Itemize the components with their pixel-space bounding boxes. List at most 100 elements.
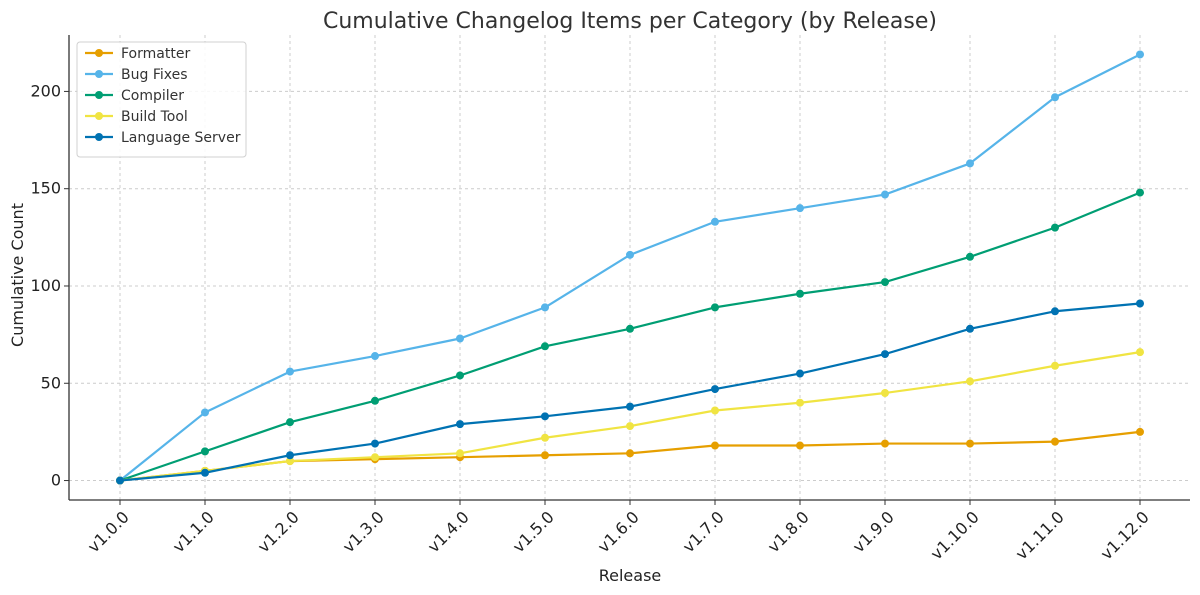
data-point-language-server: [626, 402, 634, 411]
data-point-compiler: [796, 289, 804, 298]
y-tick-label: 100: [30, 276, 61, 295]
data-point-formatter: [1136, 427, 1144, 436]
grid: [69, 35, 1190, 500]
data-point-build-tool: [711, 406, 719, 415]
legend-label: Language Server: [121, 130, 241, 146]
data-point-build-tool: [1136, 348, 1144, 357]
legend-label: Formatter: [121, 46, 190, 62]
data-point-compiler: [201, 447, 209, 456]
data-point-bug-fixes: [201, 408, 209, 417]
data-point-compiler: [966, 252, 974, 261]
data-point-bug-fixes: [456, 334, 464, 343]
data-point-compiler: [286, 418, 294, 427]
data-point-formatter: [966, 439, 974, 448]
data-point-language-server: [541, 412, 549, 421]
legend-swatch-marker: [95, 49, 103, 57]
x-tick-label: v1.12.0: [1097, 507, 1153, 563]
data-point-language-server: [1051, 307, 1059, 316]
data-point-language-server: [796, 369, 804, 378]
data-point-language-server: [286, 451, 294, 460]
data-point-build-tool: [966, 377, 974, 386]
y-tick-label: 200: [30, 81, 61, 100]
data-point-language-server: [201, 468, 209, 477]
data-point-build-tool: [881, 388, 889, 397]
data-point-bug-fixes: [1136, 50, 1144, 59]
legend-item-bug-fixes: Bug Fixes: [85, 67, 188, 83]
x-tick-label: v1.3.0: [339, 507, 388, 556]
legend-swatch-marker: [95, 112, 103, 120]
data-point-formatter: [541, 451, 549, 460]
data-point-compiler: [371, 396, 379, 405]
x-tick-label: v1.0.0: [84, 507, 133, 556]
data-point-build-tool: [626, 422, 634, 431]
data-point-formatter: [626, 449, 634, 458]
data-point-language-server: [371, 439, 379, 448]
data-point-formatter: [1051, 437, 1059, 446]
y-tick-label: 0: [51, 471, 61, 490]
data-point-compiler: [881, 278, 889, 287]
data-point-build-tool: [541, 433, 549, 442]
legend-box: [76, 41, 247, 158]
data-point-bug-fixes: [966, 159, 974, 168]
data-point-build-tool: [456, 449, 464, 458]
data-point-build-tool: [371, 453, 379, 462]
legend: Formatter Bug Fixes Compiler Build Tool Lang…: [76, 41, 247, 158]
series-build-tool: [116, 348, 1144, 485]
data-point-language-server: [456, 420, 464, 429]
data-point-compiler: [1136, 188, 1144, 197]
series-bug-fixes: [116, 50, 1144, 485]
data-point-bug-fixes: [711, 217, 719, 226]
data-point-compiler: [541, 342, 549, 351]
data-point-compiler: [626, 324, 634, 333]
x-tick-label: v1.5.0: [509, 507, 558, 556]
legend-item-build-tool: Build Tool: [85, 109, 188, 125]
series-layer: [116, 50, 1144, 485]
x-axis-label: Release: [599, 566, 662, 585]
data-point-formatter: [711, 441, 719, 450]
legend-label: Build Tool: [121, 109, 188, 125]
series-language-server: [116, 299, 1144, 485]
x-tick-label: v1.4.0: [424, 507, 473, 556]
data-point-language-server: [1136, 299, 1144, 308]
legend-item-language-server: Language Server: [85, 130, 241, 146]
x-tick-label: v1.11.0: [1012, 507, 1068, 563]
legend-item-compiler: Compiler: [85, 88, 184, 104]
x-tick-label: v1.10.0: [927, 507, 983, 563]
x-tick-label: v1.7.0: [679, 507, 728, 556]
data-point-language-server: [711, 385, 719, 394]
data-point-bug-fixes: [626, 250, 634, 259]
legend-item-formatter: Formatter: [85, 46, 190, 62]
data-point-formatter: [796, 441, 804, 450]
legend-swatch-marker: [95, 70, 103, 78]
x-tick-label: v1.1.0: [169, 507, 218, 556]
y-tick-label: 50: [41, 373, 61, 392]
y-tick-label: 150: [30, 179, 61, 198]
data-point-bug-fixes: [1051, 93, 1059, 102]
legend-label: Compiler: [121, 88, 184, 104]
data-point-formatter: [881, 439, 889, 448]
x-tick-label: v1.6.0: [594, 507, 643, 556]
data-point-language-server: [116, 476, 124, 485]
legend-swatch-marker: [95, 91, 103, 99]
series-formatter: [116, 427, 1144, 485]
data-point-bug-fixes: [371, 352, 379, 361]
data-point-build-tool: [1051, 361, 1059, 370]
y-axis-label: Cumulative Count: [8, 203, 27, 347]
data-point-compiler: [456, 371, 464, 380]
data-point-build-tool: [286, 457, 294, 466]
chart-title: Cumulative Changelog Items per Category …: [323, 9, 937, 34]
data-point-compiler: [711, 303, 719, 312]
x-tick-label: v1.8.0: [764, 507, 813, 556]
data-point-language-server: [881, 350, 889, 359]
x-tick-label: v1.2.0: [254, 507, 303, 556]
data-point-bug-fixes: [286, 367, 294, 376]
data-point-bug-fixes: [796, 204, 804, 213]
data-point-bug-fixes: [541, 303, 549, 312]
legend-swatch-marker: [95, 133, 103, 141]
x-tick-label: v1.9.0: [849, 507, 898, 556]
data-point-compiler: [1051, 223, 1059, 232]
legend-label: Bug Fixes: [121, 67, 188, 83]
data-point-language-server: [966, 324, 974, 333]
data-point-bug-fixes: [881, 190, 889, 199]
